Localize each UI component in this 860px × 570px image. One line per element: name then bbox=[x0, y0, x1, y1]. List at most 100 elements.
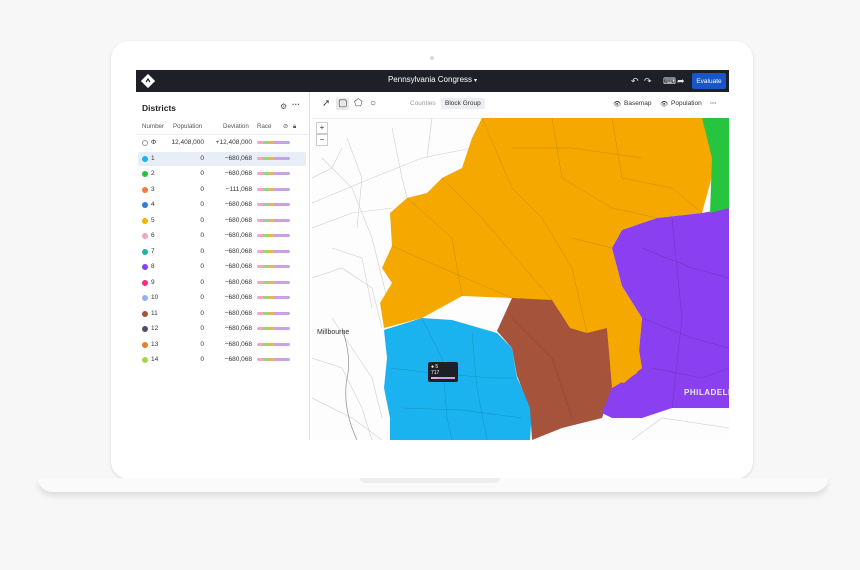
race-bar bbox=[257, 342, 290, 346]
district-number: 1 bbox=[151, 154, 155, 162]
rectangle-tool-icon[interactable]: ▢ bbox=[336, 98, 350, 110]
col-deviation: Deviation bbox=[223, 123, 249, 130]
keyboard-icon[interactable]: ⌨ bbox=[663, 76, 676, 86]
district-8-area[interactable] bbox=[602, 208, 729, 418]
district-deviation: +12,408,000 bbox=[215, 139, 252, 146]
chevron-down-icon: ▾ bbox=[474, 78, 478, 84]
district-row[interactable]: 5 0 −680,068 bbox=[138, 214, 306, 228]
district-number: 7 bbox=[151, 247, 155, 255]
district-number: 14 bbox=[151, 356, 159, 363]
map-toolbar: ➚ ▢ ⬠ ○ Counties Block Group 👁︎ Basemap … bbox=[312, 92, 729, 119]
app-screen: Pennsylvania Congress ▾ ↶ ↷ ⌨ ➦ Evaluate … bbox=[136, 70, 729, 440]
district-color-dot bbox=[142, 326, 148, 332]
district-color-dot bbox=[142, 202, 148, 208]
district-color-dot bbox=[142, 357, 148, 363]
check-circle-icon[interactable]: ⊘ bbox=[283, 123, 289, 130]
district-row-selected[interactable]: 1 0 −680,068 bbox=[138, 151, 306, 166]
district-row[interactable]: 2 0 −680,068 bbox=[138, 167, 306, 181]
col-population: Population bbox=[173, 123, 203, 130]
district-row[interactable]: 10 0 −680,068 bbox=[138, 291, 306, 305]
race-bar bbox=[257, 358, 290, 361]
undo-icon[interactable]: ↶ bbox=[631, 76, 639, 86]
district-population: 0 bbox=[200, 340, 204, 348]
map-panel[interactable]: ➚ ▢ ⬠ ○ Counties Block Group 👁︎ Basemap … bbox=[312, 92, 729, 440]
district-deviation: −680,068 bbox=[224, 247, 252, 255]
app-logo-icon[interactable] bbox=[141, 74, 155, 88]
district-color-dot bbox=[142, 140, 148, 146]
race-bar bbox=[257, 203, 290, 206]
district-row[interactable]: 11 0 −680,068 bbox=[138, 307, 306, 321]
polygon-tool-icon[interactable]: ⬠ bbox=[354, 98, 363, 109]
col-race: Race bbox=[257, 123, 272, 130]
race-bar bbox=[257, 296, 290, 299]
district-number: 11 bbox=[151, 309, 158, 317]
district-population: 12,408,000 bbox=[171, 139, 204, 146]
circle-tool-icon[interactable]: ○ bbox=[370, 98, 377, 109]
map-title-dropdown[interactable]: Pennsylvania Congress ▾ bbox=[136, 75, 729, 84]
district-number: 2 bbox=[151, 170, 155, 177]
race-bar bbox=[257, 141, 290, 144]
district-row[interactable]: 14 0 −680,068 bbox=[138, 353, 306, 367]
millbourne-label: Millbourne bbox=[317, 329, 350, 336]
more-options-icon[interactable]: ··· bbox=[710, 100, 717, 107]
district-color-dot bbox=[142, 279, 148, 286]
district-number: 6 bbox=[151, 232, 155, 239]
top-bar: Pennsylvania Congress ▾ ↶ ↷ ⌨ ➦ Evaluate bbox=[136, 70, 729, 92]
district-5-area[interactable] bbox=[607, 286, 642, 383]
camera-dot bbox=[430, 56, 434, 60]
eye-icon[interactable]: 👁︎ bbox=[660, 101, 669, 108]
hover-tooltip: ● 5 717 bbox=[428, 362, 458, 382]
district-deviation: −680,068 bbox=[224, 356, 252, 363]
lock-icon[interactable]: 🔒︎ bbox=[293, 123, 297, 130]
district-row[interactable]: 12 0 −680,068 bbox=[138, 322, 306, 336]
pointer-tool-icon[interactable]: ➚ bbox=[322, 98, 331, 109]
tab-block-group[interactable]: Block Group bbox=[441, 98, 485, 109]
basemap-toggle[interactable]: Basemap bbox=[624, 100, 652, 107]
district-population: 0 bbox=[200, 356, 204, 363]
districts-heading: Districts bbox=[142, 103, 177, 113]
zoom-in-button[interactable]: + bbox=[316, 122, 328, 134]
creek-line bbox=[341, 327, 358, 440]
district-row[interactable]: 8 0 −680,068 bbox=[138, 260, 306, 274]
district-population: 0 bbox=[200, 185, 204, 193]
tooltip-district: ● 5 bbox=[431, 364, 439, 370]
district-population: 0 bbox=[200, 216, 204, 224]
district-row[interactable]: 3 0 −111,068 bbox=[138, 183, 306, 197]
district-deviation: −680,068 bbox=[224, 170, 252, 177]
share-icon[interactable]: ➦ bbox=[677, 76, 685, 86]
district-deviation: −680,068 bbox=[224, 294, 252, 301]
district-row[interactable]: 4 0 −680,068 bbox=[138, 198, 306, 212]
district-number: 3 bbox=[151, 185, 155, 193]
district-number: 8 bbox=[151, 263, 155, 270]
district-row[interactable]: 6 0 −680,068 bbox=[138, 229, 306, 243]
redo-icon[interactable]: ↷ bbox=[644, 76, 652, 86]
district-population: 0 bbox=[200, 309, 204, 317]
district-color-dot bbox=[142, 233, 148, 239]
population-toggle[interactable]: Population bbox=[671, 100, 702, 107]
map-title: Pennsylvania Congress bbox=[387, 75, 473, 84]
district-row[interactable]: 13 0 −680,068 bbox=[138, 338, 306, 352]
district-color-dot bbox=[142, 186, 148, 193]
district-row[interactable]: Φ 12,408,000 +12,408,000 bbox=[138, 136, 306, 150]
race-bar bbox=[257, 249, 290, 253]
race-bar bbox=[257, 156, 290, 160]
block-group-lines bbox=[389, 118, 729, 440]
race-bar bbox=[257, 311, 290, 315]
tab-counties[interactable]: Counties bbox=[410, 100, 436, 107]
district-1-area[interactable] bbox=[384, 318, 532, 440]
district-population: 0 bbox=[200, 278, 204, 286]
district-deviation: −680,068 bbox=[224, 325, 252, 332]
district-11-area[interactable] bbox=[497, 298, 612, 440]
gear-icon[interactable]: ⚙ bbox=[280, 102, 288, 111]
evaluate-button[interactable]: Evaluate bbox=[692, 73, 726, 89]
district-number: 12 bbox=[151, 325, 159, 332]
philadelphia-label: PHILADELPH bbox=[684, 388, 729, 397]
zoom-out-button[interactable]: − bbox=[316, 134, 328, 146]
district-map[interactable] bbox=[312, 118, 729, 440]
district-2-area[interactable] bbox=[702, 118, 729, 213]
district-row[interactable]: 9 0 −680,068 bbox=[138, 276, 306, 290]
district-row[interactable]: 7 0 −680,068 bbox=[138, 245, 306, 259]
district-color-dot bbox=[142, 310, 148, 317]
eye-icon[interactable]: 👁︎ bbox=[613, 101, 622, 108]
more-options-icon[interactable]: ··· bbox=[292, 100, 300, 109]
